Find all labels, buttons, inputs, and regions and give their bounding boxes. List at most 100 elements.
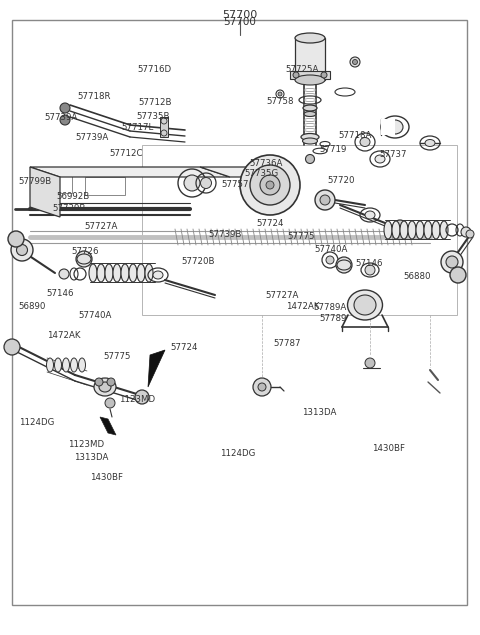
- Ellipse shape: [387, 120, 403, 134]
- Text: 57146: 57146: [46, 289, 73, 298]
- Ellipse shape: [375, 155, 385, 163]
- Text: 57724: 57724: [256, 219, 284, 228]
- Circle shape: [60, 103, 70, 113]
- Polygon shape: [30, 167, 60, 217]
- Circle shape: [446, 256, 458, 268]
- Circle shape: [184, 175, 200, 191]
- Ellipse shape: [416, 221, 424, 239]
- Ellipse shape: [424, 221, 432, 239]
- Text: 57739B: 57739B: [53, 204, 86, 213]
- Ellipse shape: [47, 358, 53, 372]
- Ellipse shape: [121, 264, 129, 282]
- Circle shape: [441, 251, 463, 273]
- Text: 57727A: 57727A: [84, 222, 118, 231]
- Circle shape: [315, 190, 335, 210]
- Ellipse shape: [99, 382, 111, 392]
- Text: 57726: 57726: [71, 247, 98, 256]
- Text: 57789A: 57789A: [313, 303, 346, 312]
- Text: 1123MD: 1123MD: [68, 440, 104, 449]
- Text: 1313DA: 1313DA: [302, 408, 337, 417]
- Ellipse shape: [408, 221, 416, 239]
- Circle shape: [278, 92, 282, 96]
- Text: 57799B: 57799B: [18, 177, 51, 186]
- Text: 57757: 57757: [222, 180, 249, 189]
- Circle shape: [365, 358, 375, 368]
- Circle shape: [250, 165, 290, 205]
- Text: 56880: 56880: [403, 272, 431, 281]
- Circle shape: [201, 178, 212, 189]
- Text: 1124DG: 1124DG: [19, 418, 55, 427]
- Text: 56890: 56890: [18, 302, 46, 311]
- Text: 57717L: 57717L: [121, 123, 154, 131]
- Ellipse shape: [425, 140, 435, 147]
- Bar: [85, 177, 125, 195]
- Circle shape: [305, 154, 314, 163]
- Ellipse shape: [129, 264, 137, 282]
- Circle shape: [450, 267, 466, 283]
- Bar: [142, 145, 457, 315]
- Circle shape: [8, 231, 24, 247]
- Polygon shape: [30, 167, 230, 177]
- Polygon shape: [148, 350, 165, 387]
- Text: 57718R: 57718R: [78, 92, 111, 101]
- Text: 1124DG: 1124DG: [220, 449, 255, 458]
- Circle shape: [461, 227, 471, 237]
- Text: 57716D: 57716D: [138, 65, 172, 74]
- Circle shape: [365, 265, 375, 275]
- Text: 57758: 57758: [266, 97, 294, 106]
- Circle shape: [76, 251, 92, 267]
- Ellipse shape: [79, 358, 85, 372]
- Text: 57739B: 57739B: [208, 231, 242, 239]
- Polygon shape: [100, 417, 116, 435]
- Text: 57720B: 57720B: [181, 257, 215, 266]
- Ellipse shape: [153, 271, 163, 279]
- Text: 57775: 57775: [103, 352, 131, 361]
- Ellipse shape: [360, 138, 370, 147]
- Text: 57740A: 57740A: [79, 311, 112, 320]
- Bar: [30, 175, 72, 193]
- Ellipse shape: [440, 221, 448, 239]
- Text: 57735G: 57735G: [245, 170, 279, 178]
- Circle shape: [16, 244, 27, 255]
- Ellipse shape: [303, 105, 317, 111]
- Text: 57739A: 57739A: [44, 113, 77, 122]
- Polygon shape: [200, 167, 290, 177]
- Circle shape: [240, 155, 300, 215]
- Bar: [160, 117, 168, 137]
- Text: 57735B: 57735B: [136, 112, 169, 121]
- Ellipse shape: [97, 264, 105, 282]
- Ellipse shape: [94, 378, 116, 396]
- Circle shape: [350, 57, 360, 67]
- Ellipse shape: [365, 211, 375, 219]
- Ellipse shape: [113, 264, 121, 282]
- Ellipse shape: [89, 264, 97, 282]
- Ellipse shape: [301, 133, 319, 140]
- Circle shape: [59, 269, 69, 279]
- Ellipse shape: [348, 290, 383, 320]
- Circle shape: [11, 239, 33, 261]
- Ellipse shape: [432, 221, 440, 239]
- Ellipse shape: [384, 221, 392, 239]
- Text: 1430BF: 1430BF: [90, 473, 123, 482]
- Bar: [381, 119, 395, 135]
- Circle shape: [466, 230, 474, 238]
- Ellipse shape: [62, 358, 70, 372]
- Text: 57146: 57146: [355, 259, 383, 268]
- Circle shape: [326, 256, 334, 264]
- Text: 57712B: 57712B: [138, 98, 172, 107]
- Text: 57700: 57700: [222, 10, 258, 20]
- Text: 57787: 57787: [274, 339, 301, 348]
- Text: 56992B: 56992B: [57, 192, 90, 201]
- Circle shape: [352, 60, 358, 65]
- Circle shape: [260, 175, 280, 195]
- Circle shape: [105, 398, 115, 408]
- Text: 57737: 57737: [379, 150, 407, 159]
- Ellipse shape: [302, 138, 317, 144]
- Circle shape: [4, 339, 20, 355]
- Circle shape: [393, 220, 407, 234]
- Ellipse shape: [295, 33, 325, 43]
- Ellipse shape: [400, 221, 408, 239]
- Text: 57719: 57719: [319, 145, 347, 154]
- Text: 1313DA: 1313DA: [74, 453, 109, 462]
- Circle shape: [293, 72, 299, 78]
